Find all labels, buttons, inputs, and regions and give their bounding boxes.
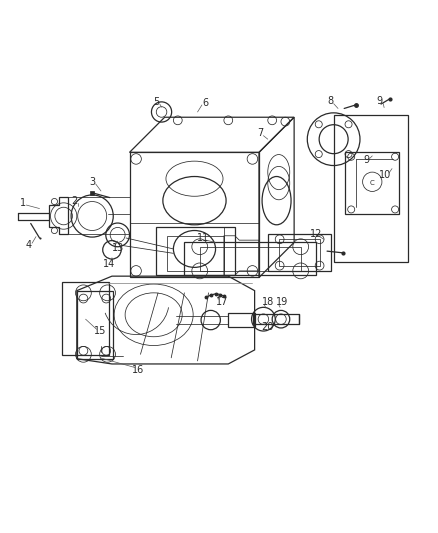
Text: 8: 8: [326, 96, 332, 107]
Text: 4: 4: [25, 240, 32, 251]
Text: 11: 11: [196, 233, 208, 243]
Text: 15: 15: [94, 327, 106, 336]
Text: 9: 9: [363, 155, 369, 165]
Text: 13: 13: [112, 243, 124, 253]
Text: 5: 5: [153, 97, 159, 107]
Text: 16: 16: [132, 365, 144, 375]
Text: 9: 9: [376, 96, 382, 107]
Text: 1: 1: [20, 198, 26, 208]
Text: 14: 14: [102, 260, 115, 269]
Text: 19: 19: [276, 297, 288, 308]
Text: C: C: [369, 180, 374, 186]
Text: 10: 10: [378, 170, 391, 180]
Text: 3: 3: [89, 177, 95, 187]
Text: 2: 2: [71, 196, 78, 206]
Text: 17: 17: [215, 297, 227, 306]
Text: 6: 6: [202, 98, 208, 108]
Text: 18: 18: [261, 297, 273, 308]
Text: 7: 7: [256, 128, 262, 139]
Text: 12: 12: [309, 229, 321, 239]
Text: 20: 20: [261, 322, 273, 332]
